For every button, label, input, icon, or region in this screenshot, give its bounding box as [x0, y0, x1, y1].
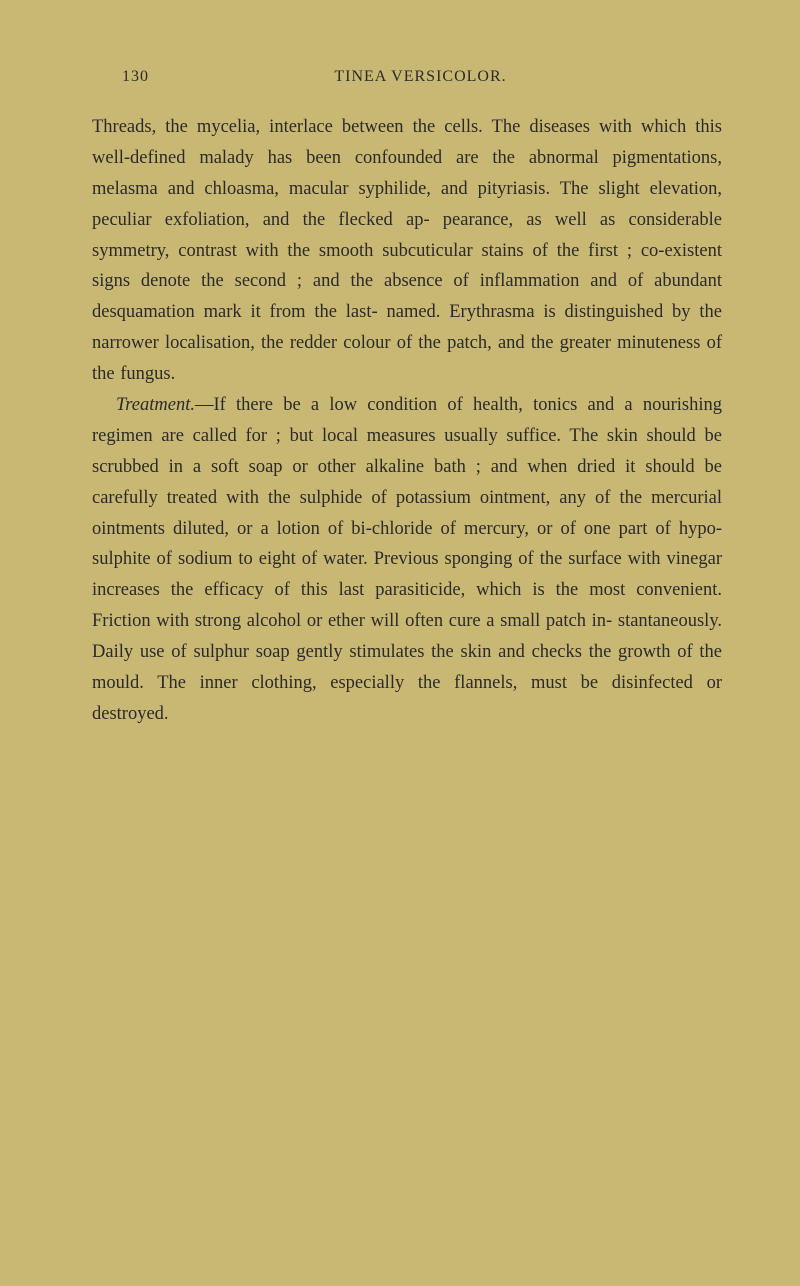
chapter-title: TINEA VERSICOLOR. — [119, 68, 722, 86]
treatment-label: Treatment. — [116, 395, 195, 415]
body-text: Threads, the mycelia, interlace between … — [92, 112, 722, 730]
paragraph-2-body: —If there be a low condition of health, … — [92, 395, 722, 724]
paragraph-2: Treatment.—If there be a low condition o… — [92, 390, 722, 730]
paragraph-1: Threads, the mycelia, interlace between … — [92, 112, 722, 390]
page-header: 130 TINEA VERSICOLOR. — [92, 68, 722, 86]
